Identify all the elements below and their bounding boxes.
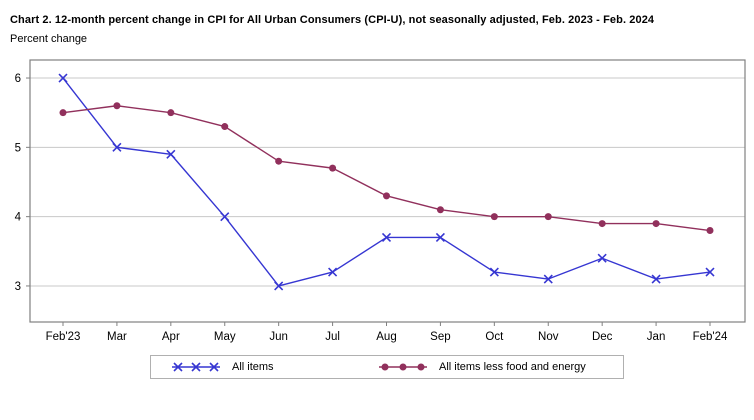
line-chart-plot: 3 4 5 6 Feb'23 Mar Apr May Jun Jul Aug Sep Oct Nov Dec… bbox=[15, 59, 746, 343]
svg-text:Jul: Jul bbox=[325, 331, 340, 343]
y-axis-labels: 3 4 5 6 bbox=[15, 73, 30, 293]
svg-text:Feb'23: Feb'23 bbox=[46, 331, 81, 343]
svg-text:6: 6 bbox=[15, 73, 21, 85]
plot-border bbox=[29, 59, 746, 323]
svg-text:Sep: Sep bbox=[430, 331, 450, 343]
legend-label-core: All items less food and energy bbox=[439, 361, 586, 373]
chart-title: Chart 2. 12-month percent change in CPI … bbox=[10, 14, 655, 26]
legend-entry-all-items: All items bbox=[172, 356, 274, 378]
svg-text:May: May bbox=[214, 331, 236, 343]
svg-text:5: 5 bbox=[15, 142, 21, 154]
legend-label-all-items: All items bbox=[232, 361, 274, 373]
chart-legend: All items All items less food and energy bbox=[150, 355, 624, 379]
svg-text:Jun: Jun bbox=[269, 331, 288, 343]
svg-text:Feb'24: Feb'24 bbox=[693, 331, 728, 343]
svg-text:Oct: Oct bbox=[485, 331, 504, 343]
legend-entry-core: All items less food and energy bbox=[379, 356, 586, 378]
all-items-line-sample-icon bbox=[172, 362, 220, 372]
x-axis-labels: Feb'23 Mar Apr May Jun Jul Aug Sep Oct Nov Dec Jan F… bbox=[46, 322, 728, 343]
series-1 bbox=[59, 102, 714, 235]
svg-text:3: 3 bbox=[15, 281, 21, 293]
series-0 bbox=[58, 73, 715, 291]
svg-text:Dec: Dec bbox=[592, 331, 613, 343]
svg-text:Jan: Jan bbox=[647, 331, 666, 343]
gridlines bbox=[30, 77, 745, 287]
core-line-sample-icon bbox=[379, 363, 427, 371]
svg-text:Aug: Aug bbox=[376, 331, 396, 343]
y-axis-unit-label: Percent change bbox=[10, 33, 88, 45]
svg-text:Apr: Apr bbox=[162, 331, 180, 343]
svg-text:4: 4 bbox=[15, 212, 22, 224]
svg-text:Nov: Nov bbox=[538, 331, 559, 343]
svg-text:Mar: Mar bbox=[107, 331, 127, 343]
